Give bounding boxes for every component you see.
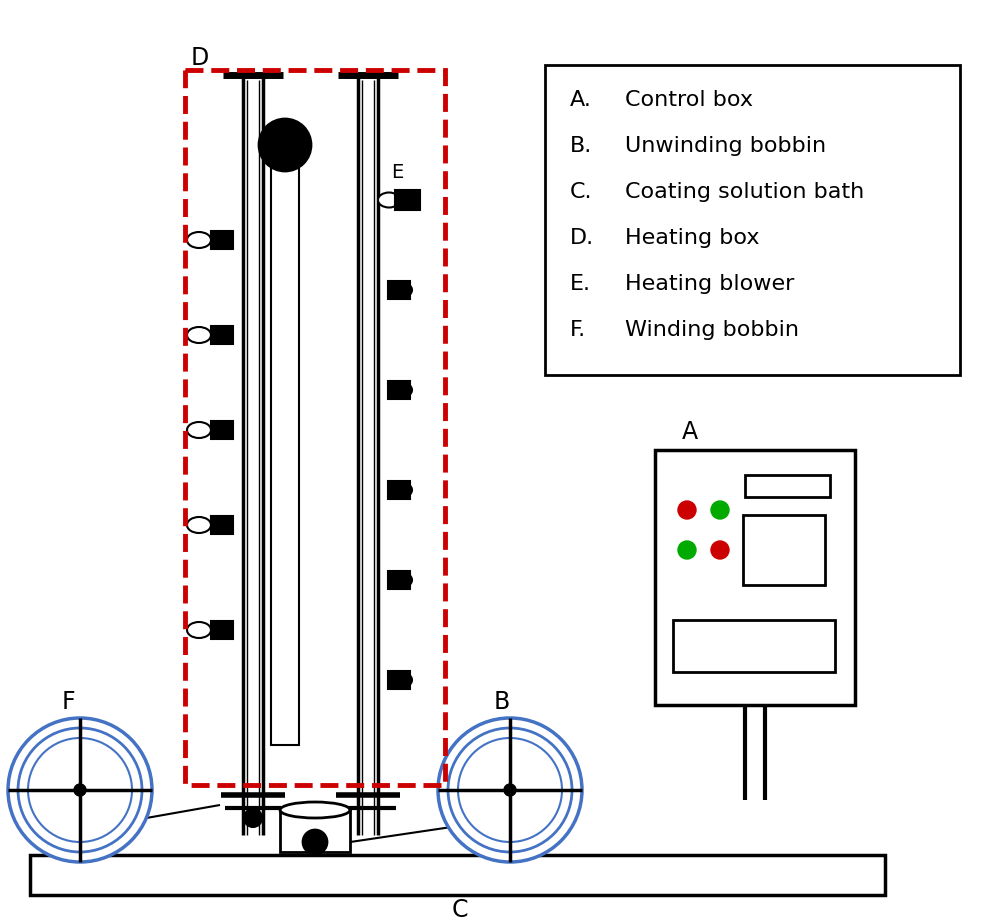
Circle shape xyxy=(259,119,311,171)
Bar xyxy=(545,65,960,375)
Bar xyxy=(211,421,233,439)
Circle shape xyxy=(448,728,572,852)
Circle shape xyxy=(28,738,132,842)
Ellipse shape xyxy=(187,622,211,638)
Circle shape xyxy=(458,738,562,842)
Text: A: A xyxy=(682,420,698,444)
Text: A.: A. xyxy=(570,90,592,110)
Bar xyxy=(185,70,445,785)
Text: Coating solution bath: Coating solution bath xyxy=(625,182,864,202)
Text: B.: B. xyxy=(570,136,592,156)
Circle shape xyxy=(8,718,152,862)
Ellipse shape xyxy=(388,282,412,298)
Ellipse shape xyxy=(187,327,211,343)
Bar xyxy=(388,671,410,689)
Bar xyxy=(30,855,885,895)
Ellipse shape xyxy=(280,802,350,818)
Ellipse shape xyxy=(187,517,211,533)
Text: D.: D. xyxy=(570,228,594,248)
Text: C.: C. xyxy=(570,182,593,202)
Ellipse shape xyxy=(388,482,412,498)
Ellipse shape xyxy=(388,672,412,688)
Bar xyxy=(388,481,410,499)
Bar xyxy=(280,810,350,852)
Bar xyxy=(745,475,830,497)
Ellipse shape xyxy=(378,192,400,208)
Text: Control box: Control box xyxy=(625,90,753,110)
Bar xyxy=(211,231,233,249)
Text: F: F xyxy=(61,690,75,714)
Text: Heating blower: Heating blower xyxy=(625,274,794,294)
Bar xyxy=(673,620,835,672)
Text: B: B xyxy=(493,690,510,714)
Bar xyxy=(211,621,233,639)
Text: F.: F. xyxy=(570,320,586,340)
Circle shape xyxy=(711,501,729,519)
Bar xyxy=(388,571,410,589)
Text: Winding bobbin: Winding bobbin xyxy=(625,320,799,340)
Circle shape xyxy=(504,784,516,796)
Text: Unwinding bobbin: Unwinding bobbin xyxy=(625,136,826,156)
Circle shape xyxy=(438,718,582,862)
Bar xyxy=(388,281,410,299)
Bar xyxy=(388,381,410,399)
Text: E.: E. xyxy=(570,274,591,294)
Circle shape xyxy=(74,784,86,796)
Text: E: E xyxy=(391,164,403,183)
Bar xyxy=(271,145,299,745)
Ellipse shape xyxy=(187,422,211,438)
Circle shape xyxy=(711,541,729,559)
Ellipse shape xyxy=(187,232,211,248)
Text: C: C xyxy=(452,898,468,919)
Circle shape xyxy=(244,809,262,827)
Bar xyxy=(395,190,420,210)
Circle shape xyxy=(678,541,696,559)
Bar xyxy=(743,515,825,585)
Circle shape xyxy=(678,501,696,519)
Bar xyxy=(211,326,233,344)
Circle shape xyxy=(18,728,142,852)
Ellipse shape xyxy=(388,572,412,588)
Text: D: D xyxy=(191,46,209,70)
Circle shape xyxy=(303,830,327,854)
Bar xyxy=(211,516,233,534)
Text: Heating box: Heating box xyxy=(625,228,760,248)
Ellipse shape xyxy=(388,382,412,398)
Bar xyxy=(655,450,855,705)
